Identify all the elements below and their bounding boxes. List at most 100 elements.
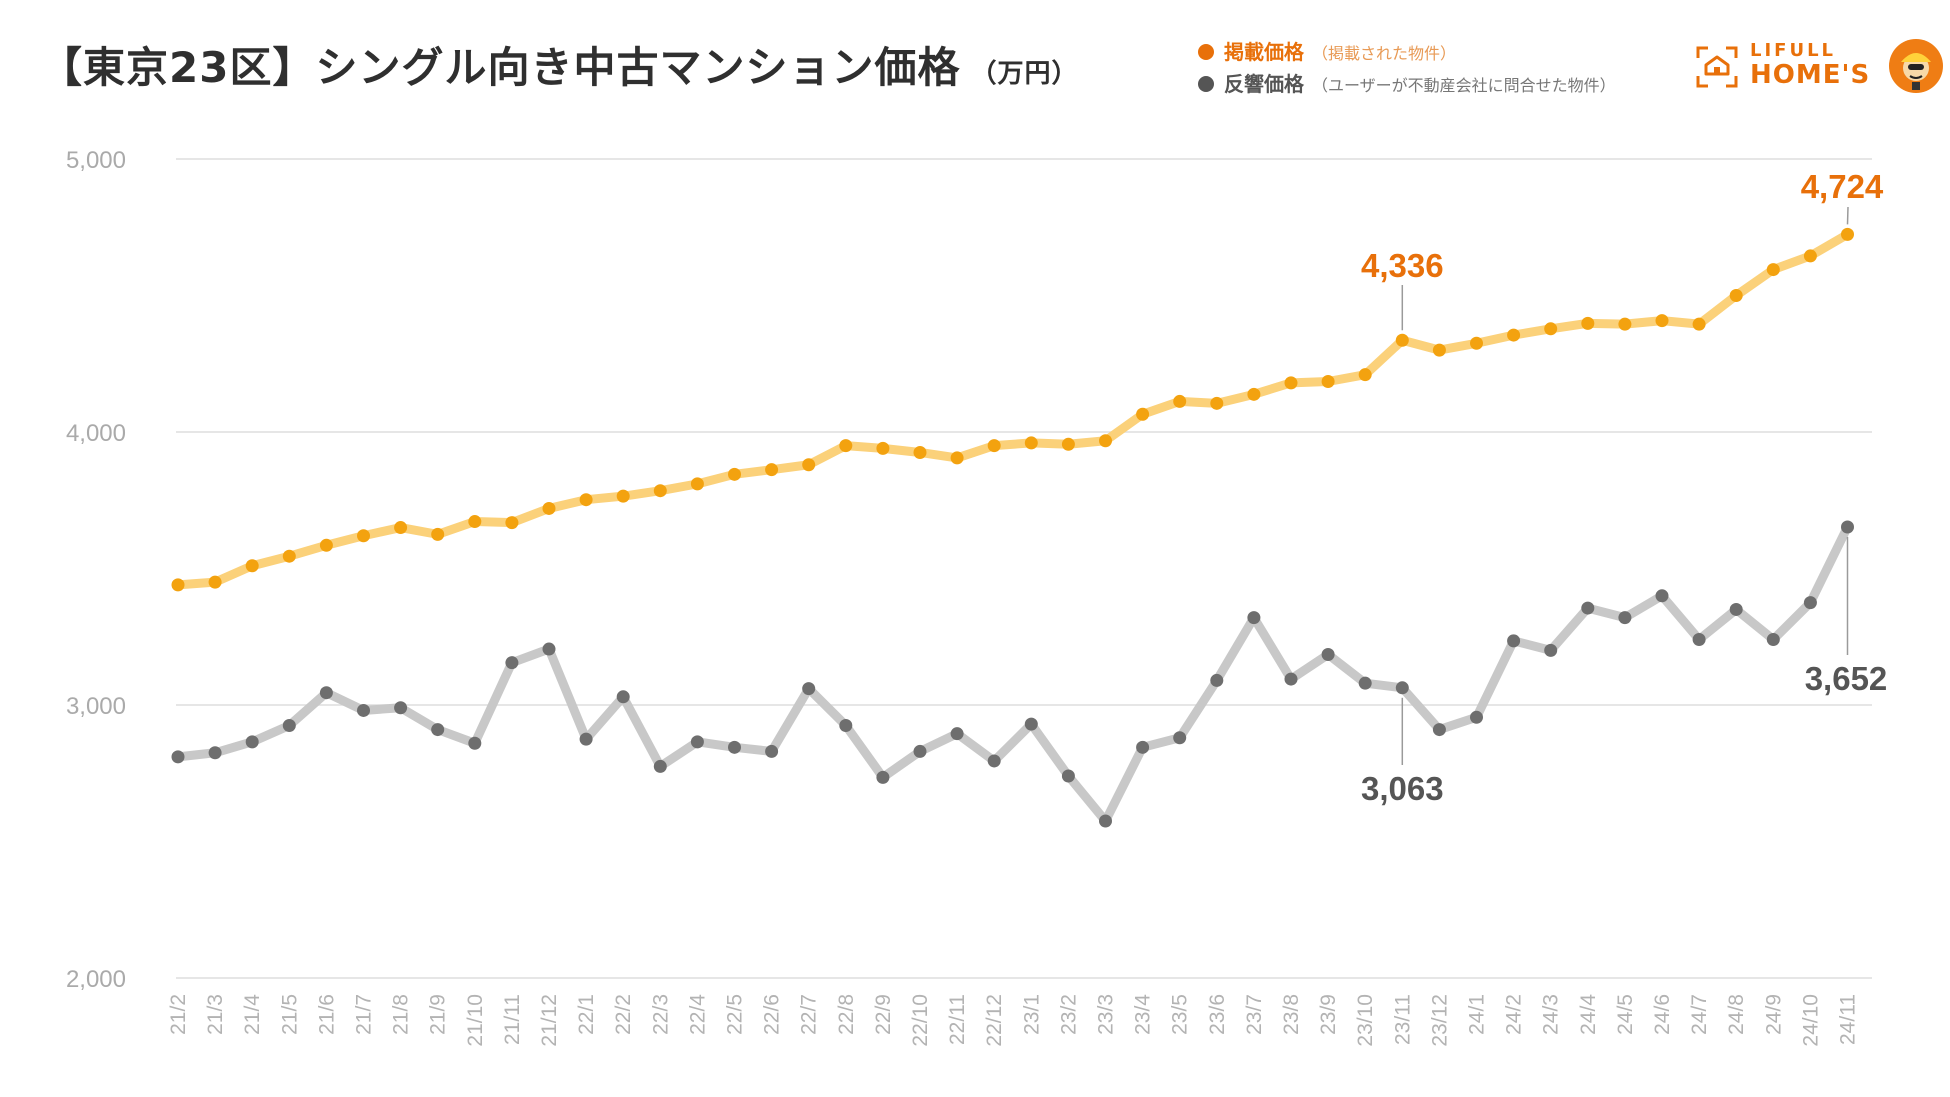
x-tick-label: 22/9 [872,994,895,1035]
data-label: 4,336 [1361,247,1444,284]
data-point [208,575,222,589]
mascot-icon [1889,39,1943,93]
x-tick-label: 21/11 [501,994,524,1045]
data-point [1766,263,1780,277]
data-point [1136,740,1150,754]
x-tick-label: 23/1 [1020,994,1043,1035]
data-point [1395,681,1409,695]
x-tick-label: 23/4 [1132,994,1155,1035]
data-point [876,441,890,455]
chart-title: 【東京23区】シングル向き中古マンション価格 （万円） [40,34,1078,95]
logo-text-bottom: HOME'S [1750,60,1871,90]
data-point [1507,328,1521,342]
x-tick-label: 24/6 [1651,994,1674,1035]
data-point [1841,227,1854,241]
y-tick-label: 4,000 [66,420,126,447]
x-tick-label: 24/11 [1837,994,1860,1045]
x-tick-label: 22/3 [649,994,672,1035]
data-point [1544,322,1558,336]
y-tick-label: 3,000 [66,693,126,720]
house-icon [1696,46,1738,88]
legend-dot-icon [1198,44,1214,60]
data-point [987,439,1001,453]
data-point [1803,596,1817,610]
legend-item-response-price: 反響価格 （ユーザーが不動産会社に問合せた物件） [1198,68,1616,97]
data-label: 3,063 [1361,770,1444,807]
series-response-price [171,520,1854,828]
data-point [208,746,222,760]
x-tick-label: 21/10 [464,994,487,1047]
data-point [987,754,1001,768]
data-point [1432,723,1446,737]
x-tick-label: 24/10 [1799,994,1822,1047]
data-point [653,759,667,773]
data-point [802,682,816,696]
legend-label: 反響価格 [1224,72,1304,96]
data-point [468,515,482,529]
data-point [1618,317,1632,331]
x-tick-label: 21/7 [353,994,376,1035]
x-tick-label: 22/2 [612,994,635,1035]
data-point [765,463,779,477]
x-tick-label: 21/8 [390,994,413,1035]
x-tick-label: 22/10 [909,994,932,1047]
x-tick-label: 24/4 [1577,994,1600,1035]
x-tick-label: 21/5 [278,994,301,1035]
data-point [1247,611,1261,625]
x-tick-label: 21/6 [315,994,338,1035]
data-point [357,703,370,717]
data-point [431,723,445,737]
data-point [357,529,370,543]
x-tick-label: 23/11 [1391,994,1414,1045]
data-point [282,549,296,563]
data-point [171,750,185,764]
data-point [1284,376,1298,390]
data-point [468,736,482,750]
x-tick-label: 23/8 [1280,994,1303,1035]
legend-note: （掲載された物件） [1312,44,1457,63]
data-point [245,559,259,573]
data-point [1692,317,1706,331]
x-tick-label: 23/9 [1317,994,1340,1035]
x-tick-label: 21/3 [204,994,227,1035]
data-point [1321,647,1335,661]
data-point [394,521,408,535]
data-point [1173,394,1187,408]
data-point [728,740,741,754]
data-point [505,656,519,670]
data-point [653,484,667,498]
chart-unit: （万円） [970,59,1079,89]
y-tick-label: 2,000 [66,966,126,993]
data-point [1358,676,1372,690]
data-point [1210,673,1224,687]
lifull-homes-logo: LIFULL HOME'S [1694,38,1944,94]
data-point [616,489,630,503]
data-point [690,735,704,749]
data-point [1358,368,1372,382]
data-point [728,467,741,481]
data-point [950,451,964,465]
x-tick-label: 22/1 [575,994,598,1035]
x-tick-label: 23/6 [1206,994,1229,1035]
data-point [839,718,853,732]
data-point [1581,601,1595,615]
data-point [171,578,185,592]
y-tick-label: 5,000 [66,147,126,174]
x-tick-label: 24/2 [1503,994,1526,1035]
x-tick-label: 22/6 [761,994,784,1035]
data-point [913,744,927,758]
series-line [173,229,1852,590]
x-tick-label: 22/8 [835,994,858,1035]
data-point [1729,289,1743,302]
chart-title-text: 【東京23区】シングル向き中古マンション価格 [40,43,961,92]
data-point [1024,436,1038,450]
data-point [579,732,593,746]
x-tick-label: 23/3 [1095,994,1118,1035]
x-tick-label: 23/5 [1169,994,1192,1035]
data-point [1024,717,1038,731]
data-point [616,690,630,704]
x-tick-label: 23/2 [1057,994,1080,1035]
data-point [1247,387,1261,401]
data-point [913,445,927,459]
